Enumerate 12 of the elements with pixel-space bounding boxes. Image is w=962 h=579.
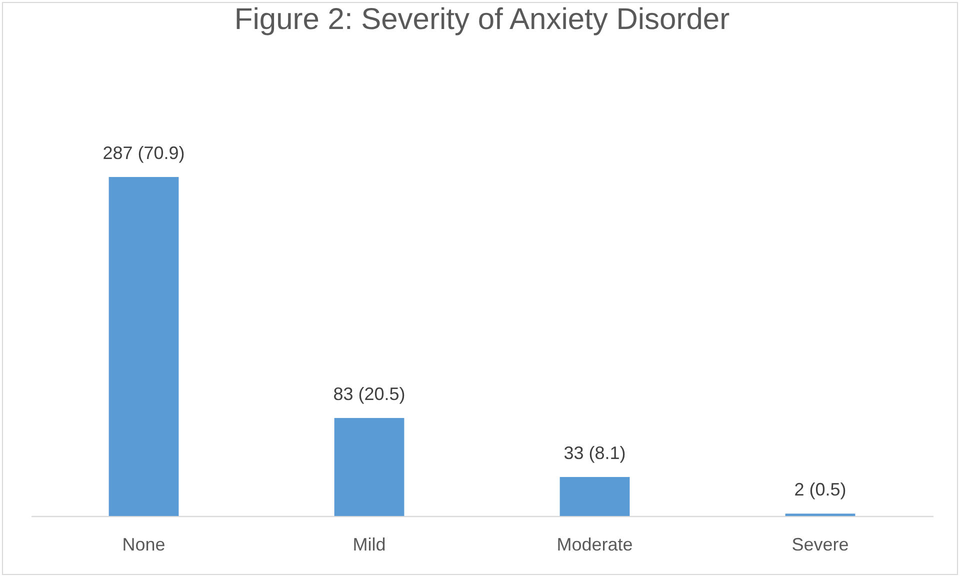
data-label: 2 (0.5)	[794, 480, 846, 500]
bar	[560, 477, 630, 516]
chart-title: Figure 2: Severity of Anxiety Disorder	[234, 3, 730, 36]
x-tick-label: Moderate	[556, 534, 633, 554]
x-tick-label: None	[122, 534, 166, 554]
data-label: 287 (70.9)	[102, 143, 185, 163]
data-label: 83 (20.5)	[333, 384, 406, 404]
data-label: 33 (8.1)	[564, 443, 626, 464]
x-tick-label: Severe	[792, 534, 849, 554]
bar	[334, 418, 404, 516]
x-tick-label: Mild	[352, 534, 386, 554]
bar	[108, 177, 179, 516]
